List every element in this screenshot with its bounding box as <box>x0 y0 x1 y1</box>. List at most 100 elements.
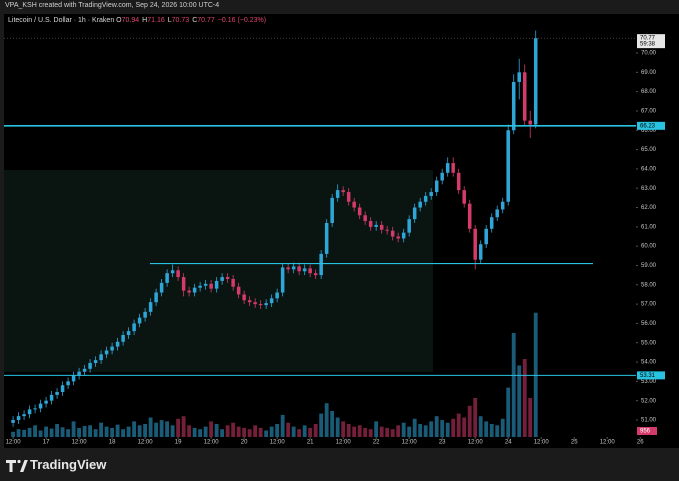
x-tick-label: 12:00 <box>336 440 352 446</box>
candle-body <box>77 371 81 376</box>
candle-body <box>44 400 48 404</box>
candle-body <box>154 292 158 303</box>
volume-bar <box>451 418 456 437</box>
volume-bar <box>506 387 511 437</box>
candle-body <box>99 354 103 361</box>
change: −0.16 (−0.23%) <box>217 17 267 24</box>
volume-bar <box>104 426 109 437</box>
candle-body <box>368 221 373 227</box>
candle-body <box>55 391 59 395</box>
volume-bar <box>269 426 274 437</box>
candle-body <box>93 360 98 364</box>
volume-bar <box>258 427 263 437</box>
volume-bar <box>27 427 32 437</box>
candle-body <box>269 298 274 304</box>
range-box <box>4 170 433 372</box>
legend: Litecoin / U.S. Dollar · 1h · Kraken O70… <box>8 17 269 24</box>
volume-bar <box>247 429 252 437</box>
volume-bar <box>467 405 472 437</box>
volume-bar <box>236 426 241 437</box>
y-tick-label: 51.00 <box>641 418 657 424</box>
volume-bar <box>115 424 120 437</box>
volume-bar <box>187 425 192 437</box>
price-axis <box>636 14 679 437</box>
volume-bar <box>412 418 417 437</box>
y-tick-label: 53.00 <box>641 379 657 385</box>
volume-bar <box>495 425 500 437</box>
candle-body <box>374 224 378 227</box>
volume-bar <box>401 422 406 437</box>
candle-body <box>165 273 169 283</box>
y-tick-label: 58.00 <box>641 282 657 288</box>
y-tick-label: 69.00 <box>641 70 657 76</box>
y-tick-label: 68.00 <box>641 89 657 95</box>
ohlc-key: H <box>142 17 148 24</box>
volume-bar <box>203 426 208 437</box>
volume-bar <box>121 429 126 437</box>
candle-body <box>198 285 202 288</box>
candle-body <box>412 207 417 220</box>
candle-body <box>500 201 505 210</box>
volume-bar <box>517 365 522 437</box>
x-tick-label: 23 <box>439 440 446 446</box>
time-axis <box>4 437 679 448</box>
x-tick-label: 12:00 <box>6 440 22 446</box>
volume-bar <box>440 420 445 437</box>
candle-body <box>137 317 142 324</box>
candle-body <box>121 335 125 342</box>
volume-bar <box>357 425 362 437</box>
volume-bar <box>242 427 247 437</box>
volume-bar <box>324 403 329 437</box>
candle-body <box>132 323 136 332</box>
caption: VPA_KSH created with TradingView.com, Se… <box>5 2 220 9</box>
candle-body <box>258 304 263 306</box>
x-tick-label: 22 <box>373 440 380 446</box>
logo-dot <box>17 459 21 464</box>
y-tick-label: 54.00 <box>641 360 657 366</box>
candle-body <box>143 311 147 318</box>
volume-label: 956 <box>640 429 651 435</box>
candle-body <box>357 207 362 216</box>
volume-bar <box>132 421 137 437</box>
countdown: 59:38 <box>640 42 656 48</box>
volume-bar <box>385 427 390 437</box>
candle-body <box>159 282 164 293</box>
volume-bar <box>33 425 38 437</box>
candle-body <box>214 280 219 289</box>
volume-bar <box>346 424 351 437</box>
candle-body <box>220 277 224 281</box>
candle-body <box>401 232 406 239</box>
candle-body <box>192 287 197 293</box>
candle-body <box>379 224 384 230</box>
volume-bar <box>407 426 412 437</box>
volume-bar <box>231 422 236 437</box>
volume-bar <box>533 312 538 437</box>
volume-bar <box>198 429 203 437</box>
y-tick-label: 60.00 <box>641 244 657 250</box>
ohlc-value: 70.73 <box>171 17 190 24</box>
volume-bar <box>170 425 175 437</box>
candle-body <box>286 267 290 270</box>
candle-body <box>324 222 329 254</box>
candle-body <box>363 215 367 222</box>
y-tick-label: 59.00 <box>641 263 657 269</box>
logo-mark <box>6 460 16 472</box>
ohlc-value: 70.94 <box>121 17 140 24</box>
volume-bar <box>275 424 280 437</box>
candle-body <box>407 219 411 233</box>
volume-bar <box>330 411 335 437</box>
ohlc-key: O <box>116 17 122 24</box>
candle-body <box>451 163 455 173</box>
volume-bar <box>473 398 478 437</box>
volume-bar <box>528 398 533 437</box>
volume-bar <box>214 424 219 437</box>
candle-body <box>27 409 32 415</box>
candle-body <box>352 201 356 208</box>
candle-body <box>148 302 153 312</box>
candle-body <box>209 283 213 289</box>
ohlc-key: C <box>192 17 198 24</box>
candle-body <box>390 230 395 237</box>
y-tick-label: 70.00 <box>641 51 657 57</box>
